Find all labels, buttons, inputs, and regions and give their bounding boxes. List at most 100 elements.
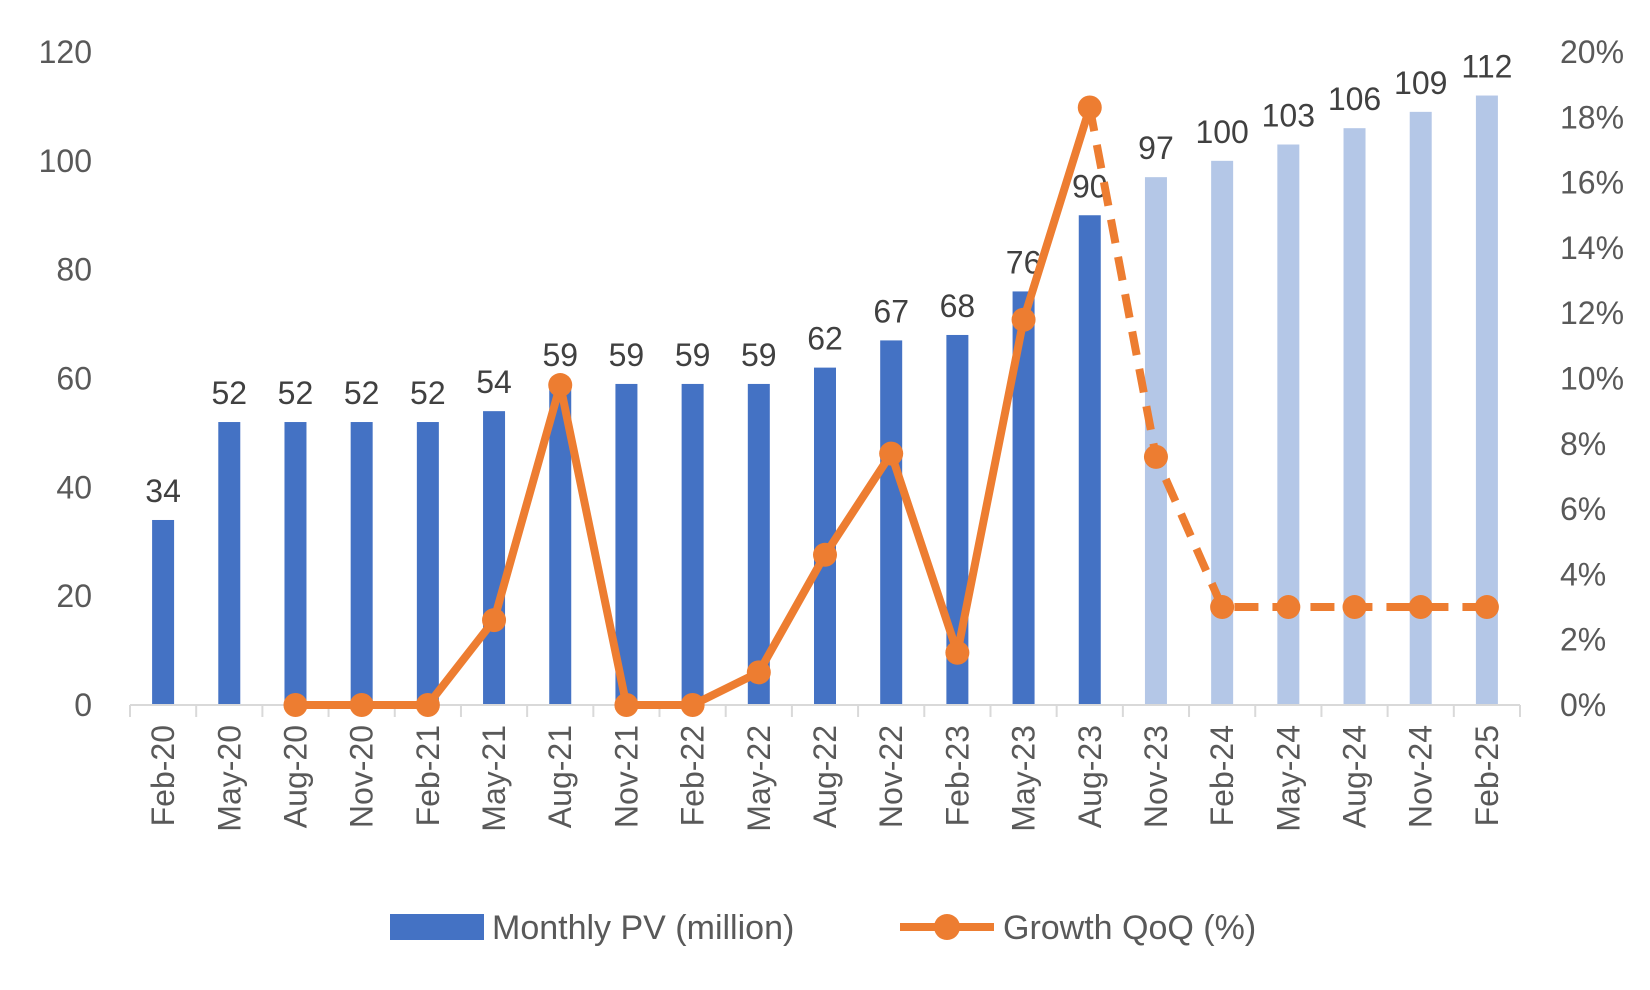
line-point xyxy=(1474,595,1499,620)
right-y-tick-label: 6% xyxy=(1560,491,1606,527)
x-tick-label: Aug-22 xyxy=(807,725,843,828)
bar-data-label: 52 xyxy=(410,375,446,411)
x-tick-label: Feb-22 xyxy=(675,725,711,826)
left-y-tick-label: 60 xyxy=(56,361,92,397)
left-y-tick-label: 40 xyxy=(56,469,92,505)
bar xyxy=(549,383,572,705)
legend: Monthly PV (million) Growth QoQ (%) xyxy=(390,909,1256,947)
right-y-tick-label: 18% xyxy=(1560,99,1624,135)
right-y-tick-label: 12% xyxy=(1560,295,1624,331)
bar-data-label: 67 xyxy=(873,293,909,329)
line-point xyxy=(879,441,904,466)
bar xyxy=(1078,215,1101,705)
right-y-tick-label: 4% xyxy=(1560,556,1606,592)
line-point xyxy=(1011,307,1036,332)
bar xyxy=(1343,128,1366,705)
x-tick-label: May-23 xyxy=(1006,725,1042,832)
bar xyxy=(1012,291,1035,705)
bar xyxy=(1144,177,1167,706)
bar-data-label: 34 xyxy=(145,473,181,509)
bar-data-label: 112 xyxy=(1461,49,1512,85)
bar xyxy=(218,422,241,705)
bar-data-label: 100 xyxy=(1195,114,1248,150)
bar xyxy=(681,383,704,705)
x-tick-label: Aug-23 xyxy=(1072,725,1108,828)
line-point xyxy=(1408,595,1433,620)
left-y-axis: 0 20 40 60 80 100 120 xyxy=(39,34,92,723)
line-point xyxy=(945,640,970,665)
bar-data-label: 59 xyxy=(675,337,711,373)
bar-data-label: 62 xyxy=(807,321,843,357)
legend-swatch-bars xyxy=(390,914,484,940)
x-tick-label: Nov-20 xyxy=(344,725,380,828)
bar-data-label: 52 xyxy=(211,375,247,411)
line-point xyxy=(482,608,507,633)
bar-data-label: 59 xyxy=(741,337,777,373)
bar-series xyxy=(152,95,1498,706)
x-tick-label: Feb-20 xyxy=(145,725,181,826)
line-point xyxy=(283,693,308,717)
bar xyxy=(1211,160,1234,706)
bar xyxy=(284,422,307,705)
line-point xyxy=(1342,595,1367,620)
left-y-tick-label: 120 xyxy=(39,34,92,70)
right-y-tick-label: 8% xyxy=(1560,426,1606,462)
line-point xyxy=(813,542,837,567)
bar xyxy=(814,367,836,705)
bar-data-label: 59 xyxy=(609,337,645,373)
line-point xyxy=(1143,444,1168,469)
x-tick-label: May-20 xyxy=(211,725,247,832)
x-tick-label: Aug-24 xyxy=(1337,725,1373,828)
left-y-tick-label: 80 xyxy=(56,252,92,288)
right-y-tick-label: 20% xyxy=(1560,34,1624,70)
right-y-tick-label: 16% xyxy=(1560,165,1624,201)
x-tick-label: Aug-21 xyxy=(542,725,578,828)
bar xyxy=(416,422,439,705)
line-point xyxy=(415,693,440,717)
left-y-tick-label: 20 xyxy=(56,578,92,614)
left-y-tick-label: 0 xyxy=(74,687,92,723)
x-tick-label: Feb-21 xyxy=(410,725,446,826)
bar xyxy=(350,422,373,705)
right-y-tick-label: 10% xyxy=(1560,361,1624,397)
x-tick-label: Feb-23 xyxy=(939,725,975,826)
line-point xyxy=(1210,595,1235,620)
x-tick-label: Nov-24 xyxy=(1403,725,1439,828)
bar-data-label: 109 xyxy=(1394,65,1447,101)
line-point xyxy=(1276,595,1301,620)
line-point xyxy=(1077,95,1102,120)
bar xyxy=(615,383,638,705)
line-series xyxy=(283,95,1499,717)
right-y-tick-label: 0% xyxy=(1560,687,1606,723)
bar-data-label: 103 xyxy=(1262,98,1315,134)
bar xyxy=(152,519,175,705)
line-point xyxy=(680,693,705,717)
bar-data-label: 59 xyxy=(542,337,578,373)
bar-data-label: 52 xyxy=(344,375,380,411)
x-tick-label: Nov-23 xyxy=(1138,725,1174,828)
x-tick-label: Feb-24 xyxy=(1204,725,1240,826)
line-point xyxy=(548,373,573,398)
right-y-tick-label: 14% xyxy=(1560,230,1624,266)
x-axis: Feb-20 May-20 Aug-20 Nov-20 Feb-21 May-21 Aug-… xyxy=(129,704,1521,832)
bar xyxy=(1409,111,1432,705)
bar xyxy=(483,411,506,705)
x-tick-label: Aug-20 xyxy=(277,725,313,828)
x-tick-label: Feb-25 xyxy=(1469,725,1505,826)
line-point xyxy=(349,693,374,717)
legend-label-bars: Monthly PV (million) xyxy=(492,909,794,947)
bar xyxy=(747,383,770,705)
bar-data-label: 97 xyxy=(1138,130,1174,166)
line-point xyxy=(746,660,771,685)
line-point xyxy=(614,693,639,717)
bar xyxy=(880,340,903,705)
right-y-tick-label: 2% xyxy=(1560,622,1606,658)
legend-swatch-line-marker xyxy=(934,914,960,940)
x-tick-label: May-24 xyxy=(1270,725,1306,832)
left-y-tick-label: 100 xyxy=(39,143,92,179)
legend-label-line: Growth QoQ (%) xyxy=(1003,909,1256,947)
bar-data-label: 54 xyxy=(476,364,512,400)
x-tick-label: May-21 xyxy=(476,725,512,832)
